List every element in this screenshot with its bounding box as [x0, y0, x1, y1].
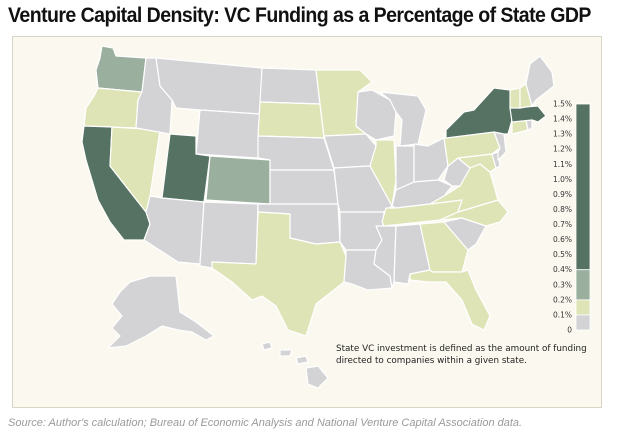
legend-tick-label: 1.1% [553, 160, 572, 169]
state-ia [323, 133, 377, 169]
state-nd [259, 67, 321, 105]
legend-tick-label: 1.0% [553, 175, 572, 184]
state-tx [211, 211, 347, 337]
state-wi [355, 89, 397, 141]
legend-tick-label: 1.3% [553, 130, 572, 139]
definition-note: State VC investment is defined as the am… [336, 344, 587, 366]
legend: 1.5% 1.4% 1.3% 1.2% 1.1% 1.0% 0.9% 0.8% 0.7% 0.6%… [553, 100, 591, 335]
state-wy [195, 109, 261, 159]
legend-tick-label: 0.8% [553, 205, 572, 214]
source-note: Source: Author's calculation; Bureau of … [8, 417, 523, 429]
state-me [525, 55, 555, 107]
legend-ticks: 1.5% 1.4% 1.3% 1.2% 1.1% 1.0% 0.9% 0.8% 0.7% 0.6%… [553, 100, 572, 335]
state-il [369, 139, 397, 207]
state-sd [257, 101, 325, 139]
state-hi-4 [305, 365, 329, 389]
legend-tick-label: 0.7% [553, 220, 572, 229]
state-co [205, 155, 271, 205]
legend-tick-label: 0.5% [553, 250, 572, 259]
state-fl [409, 269, 491, 331]
chart-title: Venture Capital Density: VC Funding as a… [8, 4, 591, 27]
legend-tick-label: 0.2% [553, 295, 572, 304]
legend-tick-label: 1.2% [553, 145, 572, 154]
state-hi-3 [295, 355, 309, 365]
state-ma [509, 105, 547, 123]
state-wa [95, 45, 147, 93]
legend-tick-label: 0.3% [553, 280, 572, 289]
legend-band-tier-none [575, 314, 591, 331]
state-ak [107, 275, 215, 349]
state-nc [439, 199, 509, 227]
legend-tick-label: 0.6% [553, 235, 572, 244]
legend-band-tier-high [575, 103, 591, 271]
state-az [143, 195, 205, 265]
state-ne [257, 135, 335, 171]
state-hi-2 [279, 349, 293, 357]
state-or [83, 87, 143, 129]
legend-tick-label: 0.4% [553, 265, 572, 274]
legend-tick-label: 0 [567, 326, 572, 335]
state-ny [445, 87, 513, 139]
legend-bands [575, 103, 591, 331]
state-vt [509, 87, 521, 109]
legend-tick-label: 0.1% [553, 310, 572, 319]
state-nm [199, 201, 259, 269]
legend-band-tier-mid [575, 269, 591, 301]
legend-band-tier-low [575, 299, 591, 316]
state-ar [339, 211, 385, 251]
legend-tick-label: 1.5% [553, 100, 572, 109]
legend-tick-label: 1.4% [553, 115, 572, 124]
hawaii-islands [261, 341, 329, 389]
legend-tick-label: 0.9% [553, 190, 572, 199]
state-oh [413, 137, 449, 183]
state-hi-1 [261, 341, 273, 351]
state-ks [269, 169, 339, 205]
